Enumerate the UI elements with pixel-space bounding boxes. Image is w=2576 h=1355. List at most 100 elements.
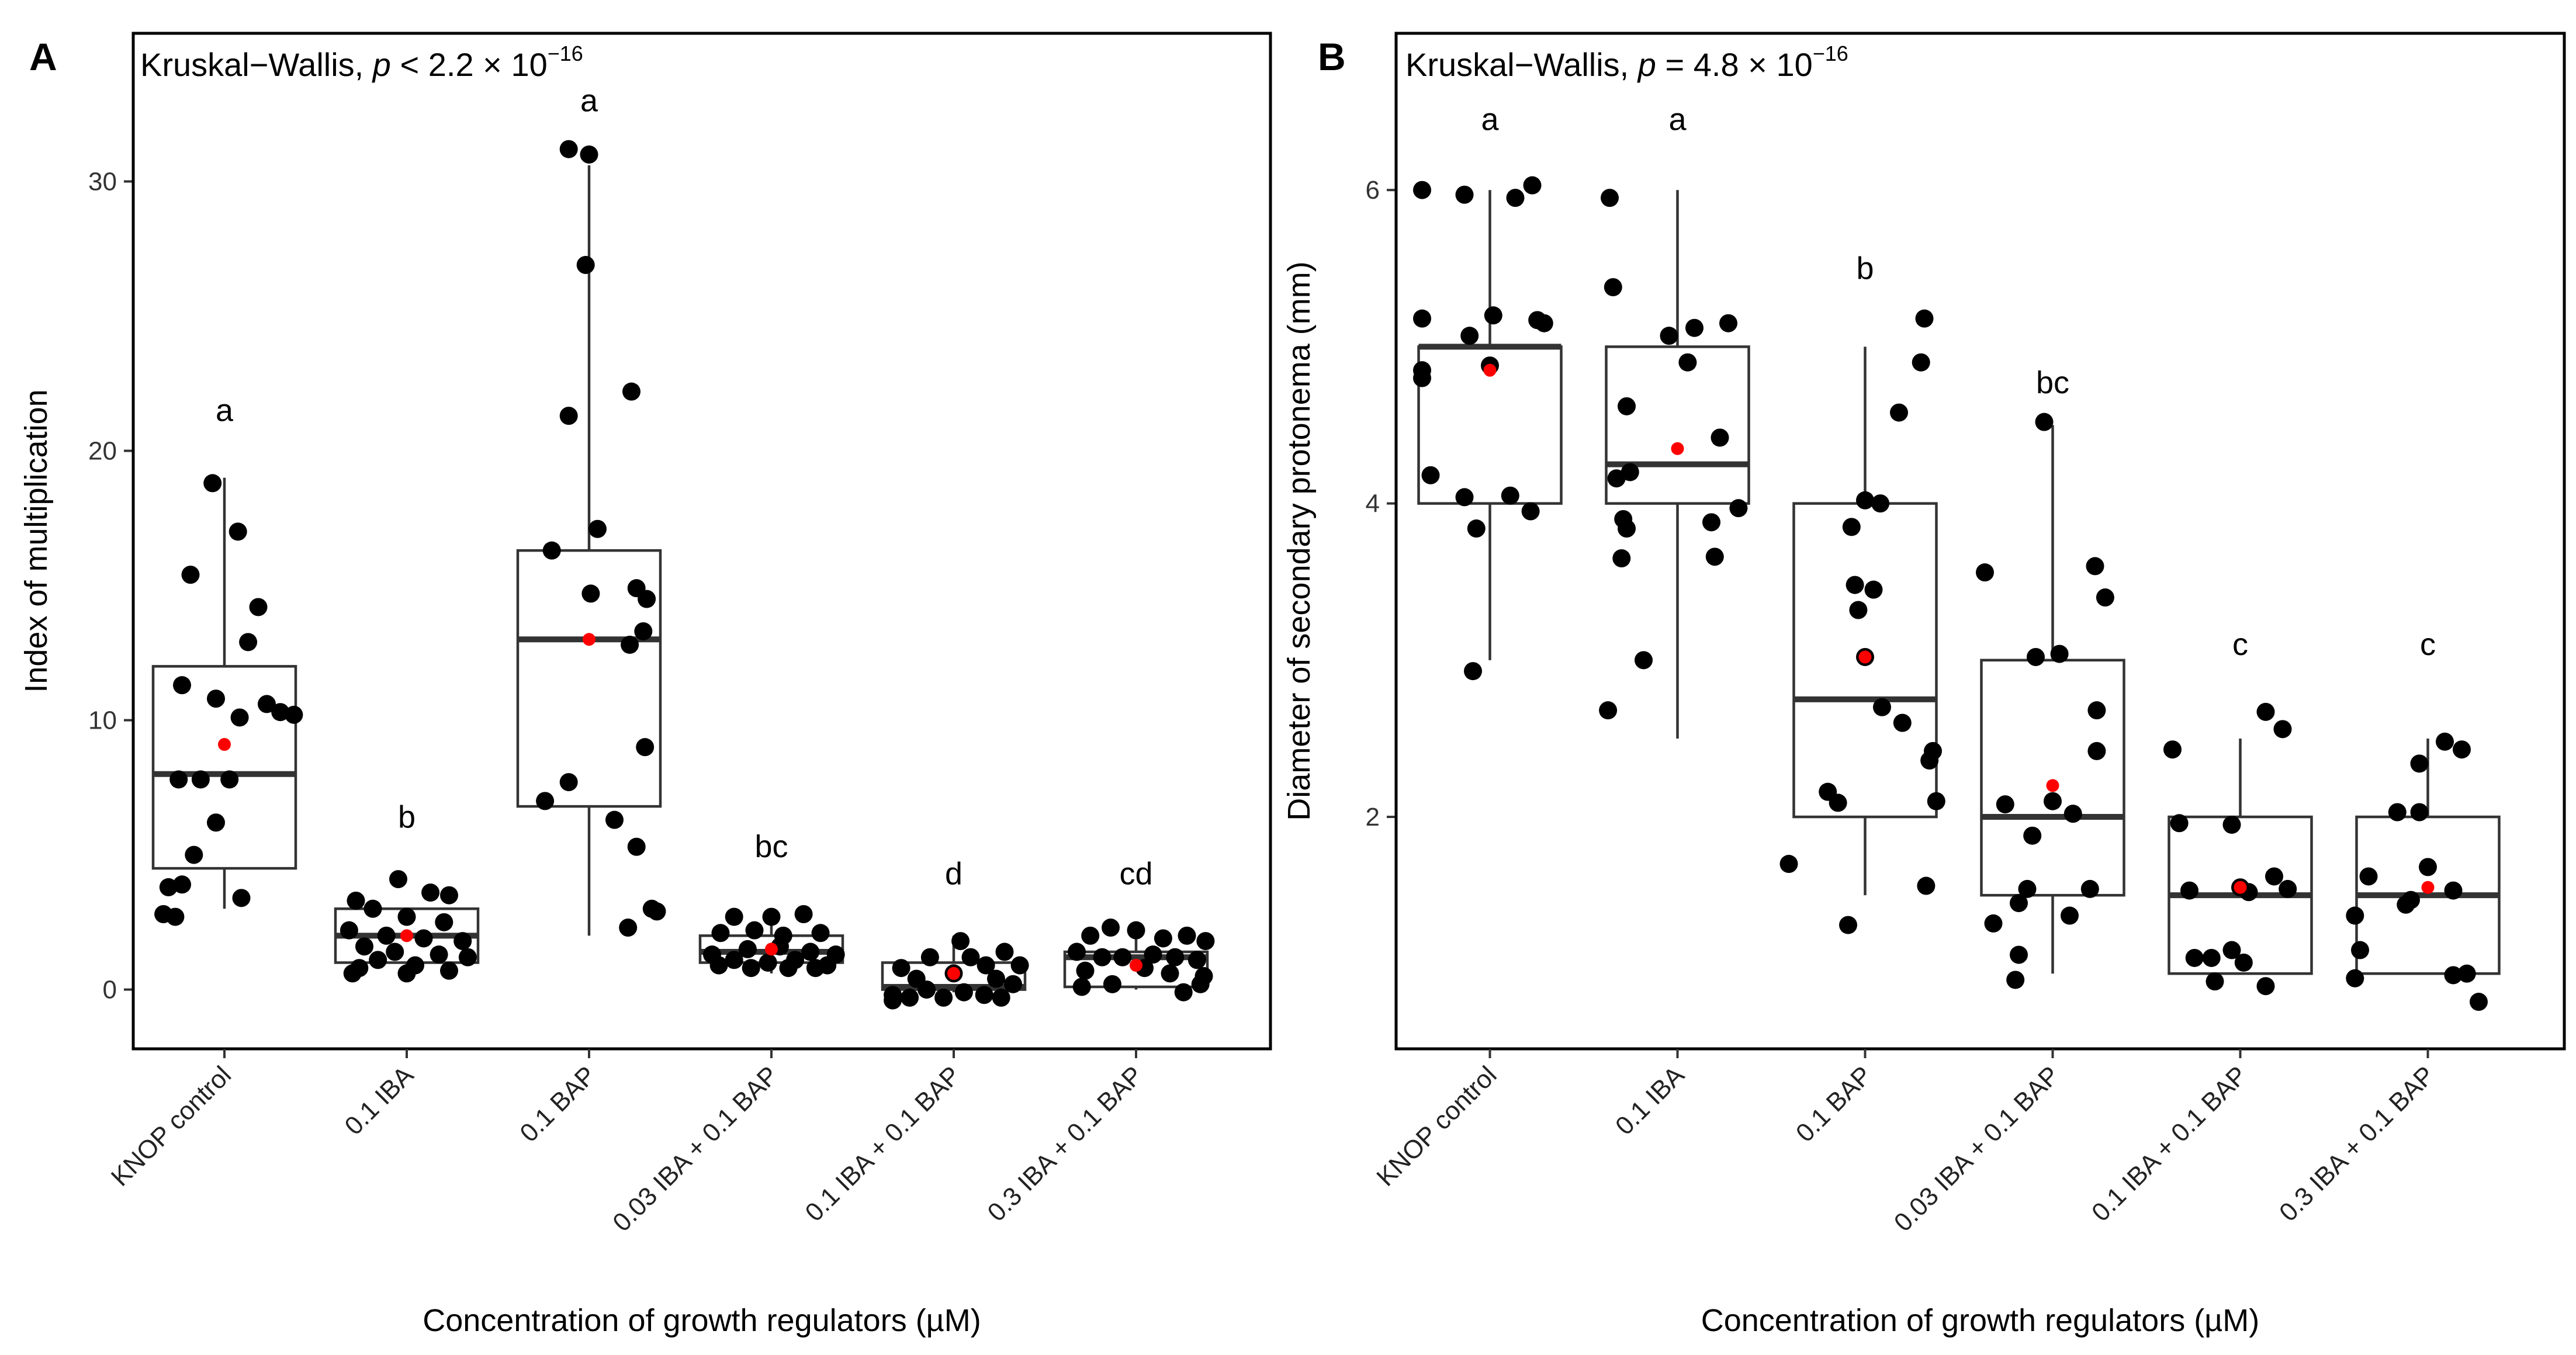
data-point <box>2453 740 2471 759</box>
mean-point <box>400 929 413 942</box>
data-point <box>1607 469 1626 488</box>
x-tick-marks-a <box>223 1049 1137 1058</box>
y-tick-labels-b: 2 4 6 <box>1366 176 1380 831</box>
data-point <box>1984 914 2003 933</box>
data-point <box>1528 311 1547 330</box>
significance-letter: b <box>1856 251 1874 286</box>
mean-point <box>1671 442 1684 455</box>
data-point <box>794 905 813 923</box>
data-point <box>954 983 973 1001</box>
panel-a: A Kruskal−Wallis, p < 2.2 × 10−16 0 10 20 3… <box>19 32 1272 1338</box>
data-point <box>1893 713 1912 732</box>
data-point <box>745 921 764 940</box>
data-point <box>1010 956 1029 975</box>
data-point <box>1599 701 1618 720</box>
data-point <box>1702 513 1720 532</box>
y-tick-label: 4 <box>1366 490 1380 518</box>
mean-markers-b <box>1483 363 2435 894</box>
y-tick-label: 0 <box>103 976 117 1004</box>
data-point <box>1618 519 1636 538</box>
x-axis-title-b: Concentration of growth regulators (µM) <box>1701 1303 2260 1338</box>
data-point <box>1849 601 1868 619</box>
data-point <box>1996 795 2014 814</box>
data-point <box>1196 932 1215 951</box>
data-point <box>1460 327 1479 345</box>
data-point <box>1927 792 1945 810</box>
data-point <box>1501 486 1519 505</box>
data-point <box>2457 964 2476 983</box>
data-point <box>414 929 433 948</box>
data-point <box>2410 754 2429 773</box>
data-point <box>2044 792 2062 810</box>
data-point <box>230 708 249 727</box>
plot-frame-b <box>1394 32 2566 1051</box>
data-point <box>220 770 239 789</box>
data-point <box>638 590 656 608</box>
data-point <box>2222 815 2241 834</box>
data-point <box>987 969 1005 988</box>
data-point <box>1920 751 1939 770</box>
data-point <box>779 959 798 978</box>
data-point <box>1521 502 1540 521</box>
data-point <box>2470 993 2488 1011</box>
y-axis-title-b: Diameter of secondary protonema (mm) <box>1282 261 1317 820</box>
data-point <box>271 703 290 722</box>
data-point <box>1161 964 1179 983</box>
data-point <box>440 886 458 905</box>
data-point <box>1413 309 1431 328</box>
data-point <box>285 705 303 724</box>
mean-markers-a <box>218 633 1142 980</box>
data-point <box>1871 494 1890 513</box>
y-tick-label: 10 <box>88 706 117 735</box>
significance-letter: c <box>2232 627 2248 662</box>
data-point <box>619 919 638 937</box>
data-point <box>884 991 902 1010</box>
data-point <box>2170 814 2189 833</box>
data-point <box>2444 966 2463 985</box>
significance-letter: a <box>580 83 598 118</box>
data-point <box>343 964 362 983</box>
data-point <box>397 907 416 926</box>
y-tick-label: 6 <box>1366 176 1380 205</box>
data-point <box>2006 971 2025 989</box>
data-point <box>1612 549 1631 568</box>
data-point <box>1127 921 1145 940</box>
data-point <box>2279 879 2297 898</box>
data-point <box>191 770 210 789</box>
data-point <box>173 676 191 695</box>
data-point <box>1601 189 1619 207</box>
data-point <box>1102 919 1120 937</box>
data-point <box>2273 720 2292 739</box>
data-point <box>1004 975 1022 993</box>
data-point <box>2346 906 2364 925</box>
data-point <box>811 924 830 942</box>
data-point <box>2018 879 2037 898</box>
data-point <box>1890 403 1908 422</box>
data-point <box>1093 948 1112 966</box>
data-point <box>397 964 416 983</box>
data-point <box>580 145 598 164</box>
data-point <box>1685 318 1704 337</box>
data-points-a <box>154 140 1215 1010</box>
data-point <box>725 951 743 969</box>
data-point <box>711 924 730 942</box>
panel-label-a: A <box>29 35 57 78</box>
kruskal-wallis-text-b: Kruskal−Wallis, p = 4.8 × 10−16 <box>1405 41 1848 83</box>
data-point <box>806 959 825 978</box>
y-tick-labels-a: 0 10 20 30 <box>88 168 117 1004</box>
data-point <box>576 255 595 274</box>
data-point <box>917 980 936 999</box>
data-point <box>2388 803 2407 822</box>
data-point <box>159 878 178 896</box>
y-tick-marks-a <box>124 180 133 991</box>
data-point <box>975 986 993 1004</box>
data-point <box>340 921 358 940</box>
data-point <box>2436 732 2454 751</box>
data-point <box>1678 353 1697 372</box>
data-point <box>2035 413 2054 431</box>
data-point <box>249 598 268 616</box>
significance-letter: a <box>216 393 234 428</box>
data-point <box>2265 867 2283 886</box>
data-point <box>207 813 225 832</box>
